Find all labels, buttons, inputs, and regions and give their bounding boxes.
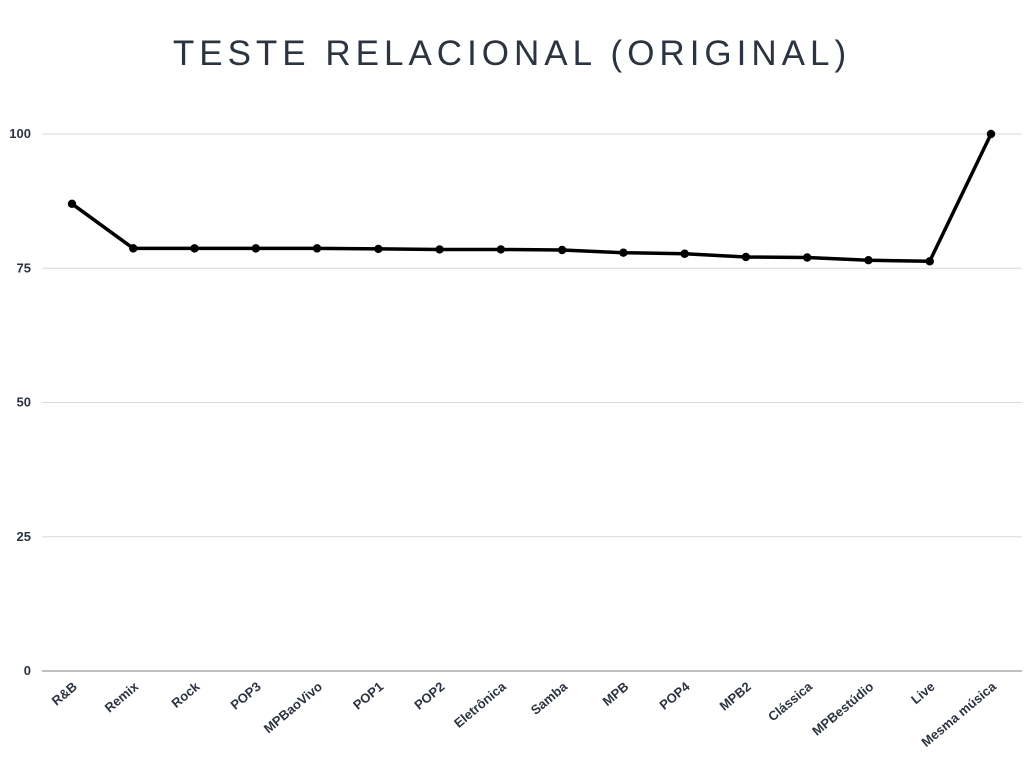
data-point-7 xyxy=(496,245,506,254)
x-tick-label-11: MPB2 xyxy=(717,679,754,714)
x-tick-label-3: POP3 xyxy=(228,679,264,713)
data-point-12 xyxy=(803,253,812,262)
data-point-15 xyxy=(986,129,996,139)
x-tick-label-9: MPB xyxy=(600,679,632,709)
x-tick-label-13: MPBestúdio xyxy=(809,679,876,739)
data-point-3 xyxy=(251,244,260,253)
data-point-5 xyxy=(374,244,383,254)
data-point-9 xyxy=(619,248,628,257)
x-tick-label-1: Remix xyxy=(102,678,142,715)
y-axis-ticks: 0 25 50 75 100 xyxy=(9,126,31,678)
x-tick-label-7: Eletrônica xyxy=(451,678,509,730)
data-points xyxy=(67,129,996,266)
data-point-14 xyxy=(925,257,934,266)
data-point-2 xyxy=(190,244,199,253)
data-point-11 xyxy=(741,252,751,262)
data-point-0 xyxy=(67,199,77,209)
y-tick-label-100: 100 xyxy=(9,126,31,141)
x-tick-label-10: POP4 xyxy=(656,678,693,712)
data-point-6 xyxy=(435,245,444,254)
y-tick-label-50: 50 xyxy=(17,395,31,410)
x-tick-label-4: MPBaoVivo xyxy=(261,679,325,736)
x-tick-label-5: POP1 xyxy=(350,679,386,713)
y-tick-label-0: 0 xyxy=(24,663,31,678)
data-point-1 xyxy=(129,244,138,253)
chart-title: TESTE RELACIONAL (ORIGINAL) xyxy=(172,34,852,73)
gridlines xyxy=(42,133,1022,672)
y-tick-label-75: 75 xyxy=(17,260,31,275)
x-tick-label-0: R&B xyxy=(49,679,80,709)
x-tick-label-2: Rock xyxy=(168,678,203,710)
x-tick-label-6: POP2 xyxy=(411,679,447,713)
x-tick-label-12: Clássica xyxy=(765,678,816,724)
x-tick-label-8: Samba xyxy=(528,678,571,717)
data-point-4 xyxy=(312,244,322,253)
series-line-0 xyxy=(70,132,993,264)
data-point-8 xyxy=(557,245,567,255)
y-tick-label-25: 25 xyxy=(17,529,31,544)
x-tick-label-14: Live xyxy=(908,679,938,707)
data-point-10 xyxy=(680,249,689,258)
data-point-13 xyxy=(864,255,873,265)
series-line-group xyxy=(70,132,993,264)
